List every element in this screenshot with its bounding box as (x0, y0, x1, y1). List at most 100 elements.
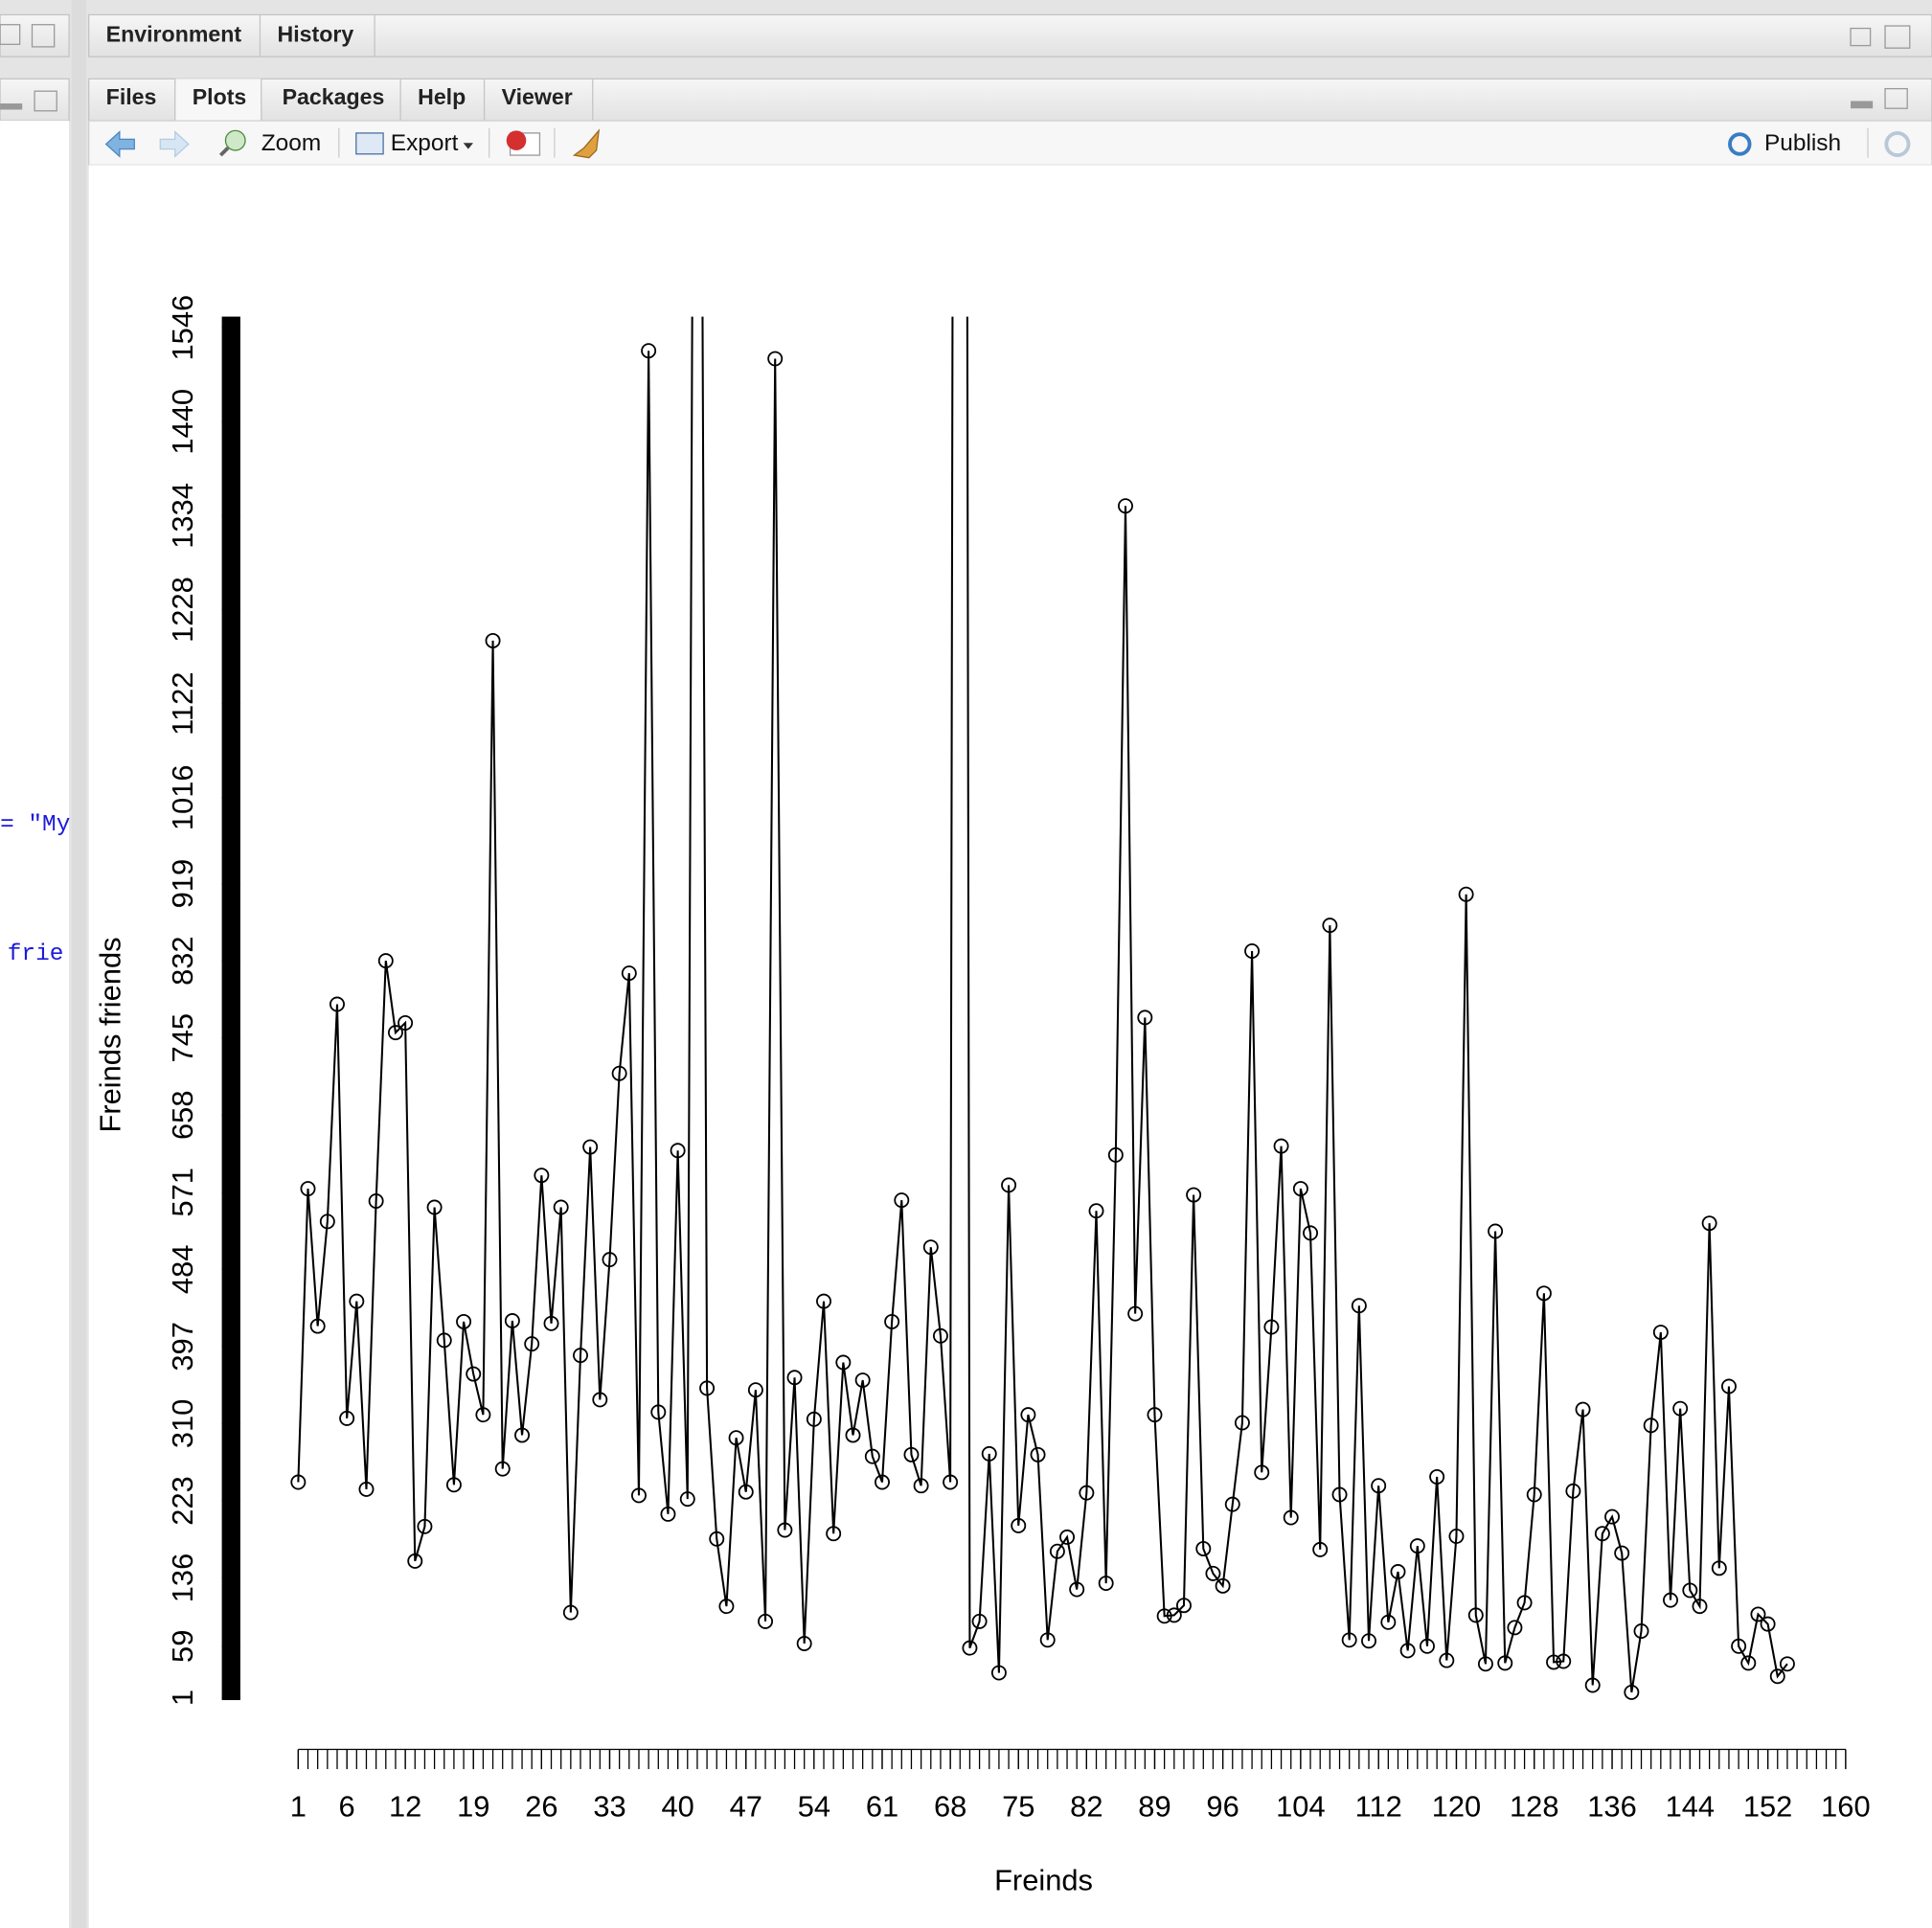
data-point (1156, 1608, 1172, 1624)
data-point (1147, 1407, 1163, 1423)
tab[interactable]: Environment (106, 21, 242, 46)
tab[interactable]: Help (418, 84, 466, 109)
data-point (971, 1613, 988, 1629)
remove-icon[interactable] (506, 130, 527, 150)
window-icon[interactable] (1884, 25, 1911, 49)
tab[interactable]: Viewer (502, 84, 573, 109)
data-point (728, 1430, 744, 1446)
y-tick-label: 397 (166, 1322, 199, 1372)
data-point (1672, 1400, 1689, 1417)
export-button[interactable]: Export (391, 130, 459, 156)
data-point (1107, 1146, 1124, 1163)
data-point (1361, 1633, 1376, 1649)
data-point (1526, 1486, 1542, 1503)
data-point (1273, 1138, 1289, 1154)
data-point (1711, 1560, 1727, 1576)
x-tick-label: 128 (1510, 1789, 1558, 1823)
forward-button[interactable] (159, 130, 190, 158)
data-point (1059, 1529, 1076, 1545)
x-tick-label: 33 (593, 1789, 625, 1823)
data-point (1429, 1468, 1445, 1485)
data-point (1049, 1543, 1065, 1559)
x-tick-label: 26 (525, 1789, 557, 1823)
zoom-icon[interactable] (224, 129, 246, 151)
data-point (767, 351, 784, 367)
window-icon (0, 24, 21, 45)
y-tick-label: 1 (166, 1690, 199, 1706)
chart: 1591362233103974845716587458329191016112… (93, 295, 1870, 1897)
data-point (1322, 918, 1338, 934)
zoom-button[interactable]: Zoom (261, 130, 321, 156)
refresh-icon[interactable] (1884, 130, 1911, 157)
minimize-icon[interactable] (1851, 101, 1874, 109)
data-point (738, 1484, 754, 1500)
data-point (1556, 1653, 1572, 1669)
data-point (1575, 1401, 1591, 1418)
window-icon[interactable] (34, 90, 57, 112)
data-point (1127, 1305, 1144, 1322)
data-point (747, 1382, 763, 1398)
data-point (709, 1531, 725, 1547)
x-tick-label: 19 (457, 1789, 489, 1823)
data-point (903, 1446, 920, 1463)
data-point (1779, 1656, 1795, 1672)
data-point (358, 1481, 375, 1497)
x-tick-label: 136 (1587, 1789, 1637, 1823)
data-point (854, 1372, 871, 1389)
data-point (1205, 1565, 1221, 1581)
data-point (1224, 1496, 1240, 1512)
window-icon[interactable] (1850, 27, 1872, 47)
data-point (426, 1199, 443, 1215)
x-tick-label: 47 (730, 1789, 762, 1823)
code-text: frie (8, 941, 64, 967)
data-point (1351, 1298, 1367, 1314)
window-icon[interactable] (1884, 87, 1908, 109)
publish-button[interactable]: Publish (1764, 130, 1841, 156)
clear-icon[interactable] (572, 128, 601, 159)
data-point (1244, 942, 1261, 959)
data-point (504, 1313, 520, 1328)
data-point (611, 1065, 627, 1081)
code-text: = "My (0, 812, 70, 838)
splitter[interactable] (71, 0, 87, 1928)
data-point (1098, 1576, 1114, 1592)
tab[interactable]: History (277, 21, 353, 46)
publish-icon[interactable] (1728, 132, 1752, 156)
minimize-icon[interactable] (0, 103, 23, 110)
back-button[interactable] (104, 130, 135, 158)
data-point (290, 1474, 307, 1490)
data-point (699, 1380, 716, 1396)
data-point (1516, 1595, 1533, 1611)
data-point (1399, 1643, 1416, 1659)
data-point (835, 1354, 852, 1371)
data-point (1380, 1614, 1397, 1630)
data-point (524, 1336, 540, 1352)
export-icon[interactable] (355, 132, 384, 155)
tab-bar (88, 13, 1932, 57)
data-point (1497, 1655, 1513, 1671)
tab[interactable]: Files (106, 84, 157, 109)
data-point (621, 965, 637, 982)
data-point (1604, 1508, 1621, 1525)
data-point (1614, 1545, 1630, 1561)
x-tick-label: 82 (1070, 1789, 1102, 1823)
data-point (1175, 1598, 1192, 1614)
y-tick-label: 1440 (166, 389, 199, 455)
data-point (1535, 1285, 1552, 1302)
x-tick-label: 144 (1666, 1789, 1716, 1823)
data-line (297, 316, 1788, 1693)
data-point (1254, 1464, 1270, 1481)
data-point (1137, 1009, 1153, 1026)
tab[interactable]: Plots (193, 84, 247, 109)
data-point (864, 1448, 880, 1464)
data-point (1731, 1638, 1747, 1654)
tab[interactable]: Packages (283, 84, 385, 109)
data-point (1390, 1564, 1406, 1579)
data-point (806, 1411, 822, 1427)
data-point (1594, 1526, 1610, 1542)
y-tick-label: 745 (166, 1013, 199, 1062)
data-point (816, 1293, 831, 1309)
x-tick-label: 40 (661, 1789, 693, 1823)
data-point (1371, 1478, 1387, 1494)
